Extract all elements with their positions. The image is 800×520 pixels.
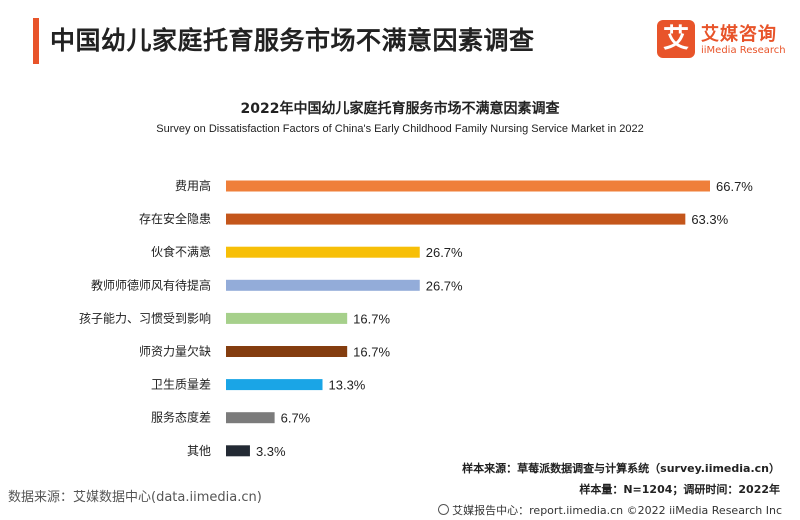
bar: [226, 412, 275, 424]
value-label: 13.3%: [329, 378, 366, 393]
bar: [226, 180, 710, 192]
value-label: 63.3%: [691, 212, 728, 227]
value-label: 26.7%: [426, 245, 463, 260]
copyright: 艾媒报告中心：report.iimedia.cn ©2022 iiMedia R…: [438, 502, 782, 518]
bar: [226, 445, 250, 457]
logo-english-name: iiMedia Research: [701, 45, 786, 56]
value-label: 16.7%: [353, 345, 390, 360]
category-label: 卫生质量差: [151, 378, 211, 392]
value-label: 26.7%: [426, 278, 463, 293]
value-label: 16.7%: [353, 311, 390, 326]
bar: [226, 213, 686, 225]
bar: [226, 246, 420, 258]
logo-chinese-name: 艾媒咨询: [701, 24, 777, 45]
category-label: 费用高: [175, 178, 211, 193]
category-label: 师资力量欠缺: [139, 344, 211, 359]
category-label: 孩子能力、习惯受到影响: [79, 310, 211, 325]
value-label: 6.7%: [281, 411, 311, 426]
category-label: 教师师德师风有待提高: [91, 277, 211, 292]
category-label: 服务态度差: [151, 410, 211, 425]
data-source: 数据来源：艾媒数据中心(data.iimedia.cn): [8, 490, 262, 505]
category-label: 伙食不满意: [151, 244, 211, 259]
chart-title: 2022年中国幼儿家庭托育服务市场不满意因素调查: [240, 101, 560, 117]
bar: [226, 379, 323, 391]
sample-size-note: 样本量：N=1204；调研时间：2022年: [579, 483, 780, 496]
value-label: 66.7%: [716, 179, 753, 194]
header-accent-bar: [33, 18, 39, 64]
category-label: 其他: [187, 444, 211, 458]
page-title: 中国幼儿家庭托育服务市场不满意因素调查: [50, 26, 535, 55]
bar: [226, 312, 348, 324]
copyright-text: 艾媒报告中心：report.iimedia.cn ©2022 iiMedia R…: [452, 504, 782, 517]
copyright-icon: [438, 504, 450, 515]
value-label: 3.3%: [256, 444, 286, 459]
bar: [226, 279, 420, 291]
iimedia-logo: 艾 艾媒咨询 iiMedia Research: [657, 20, 797, 62]
sample-source-note: 样本来源：草莓派数据调查与计算系统（survey.iimedia.cn）: [462, 462, 780, 475]
category-label: 存在安全隐患: [139, 211, 211, 226]
logo-mark-icon: 艾: [657, 20, 695, 58]
bar: [226, 346, 348, 357]
chart-subtitle: Survey on Dissatisfaction Factors of Chi…: [156, 123, 644, 135]
